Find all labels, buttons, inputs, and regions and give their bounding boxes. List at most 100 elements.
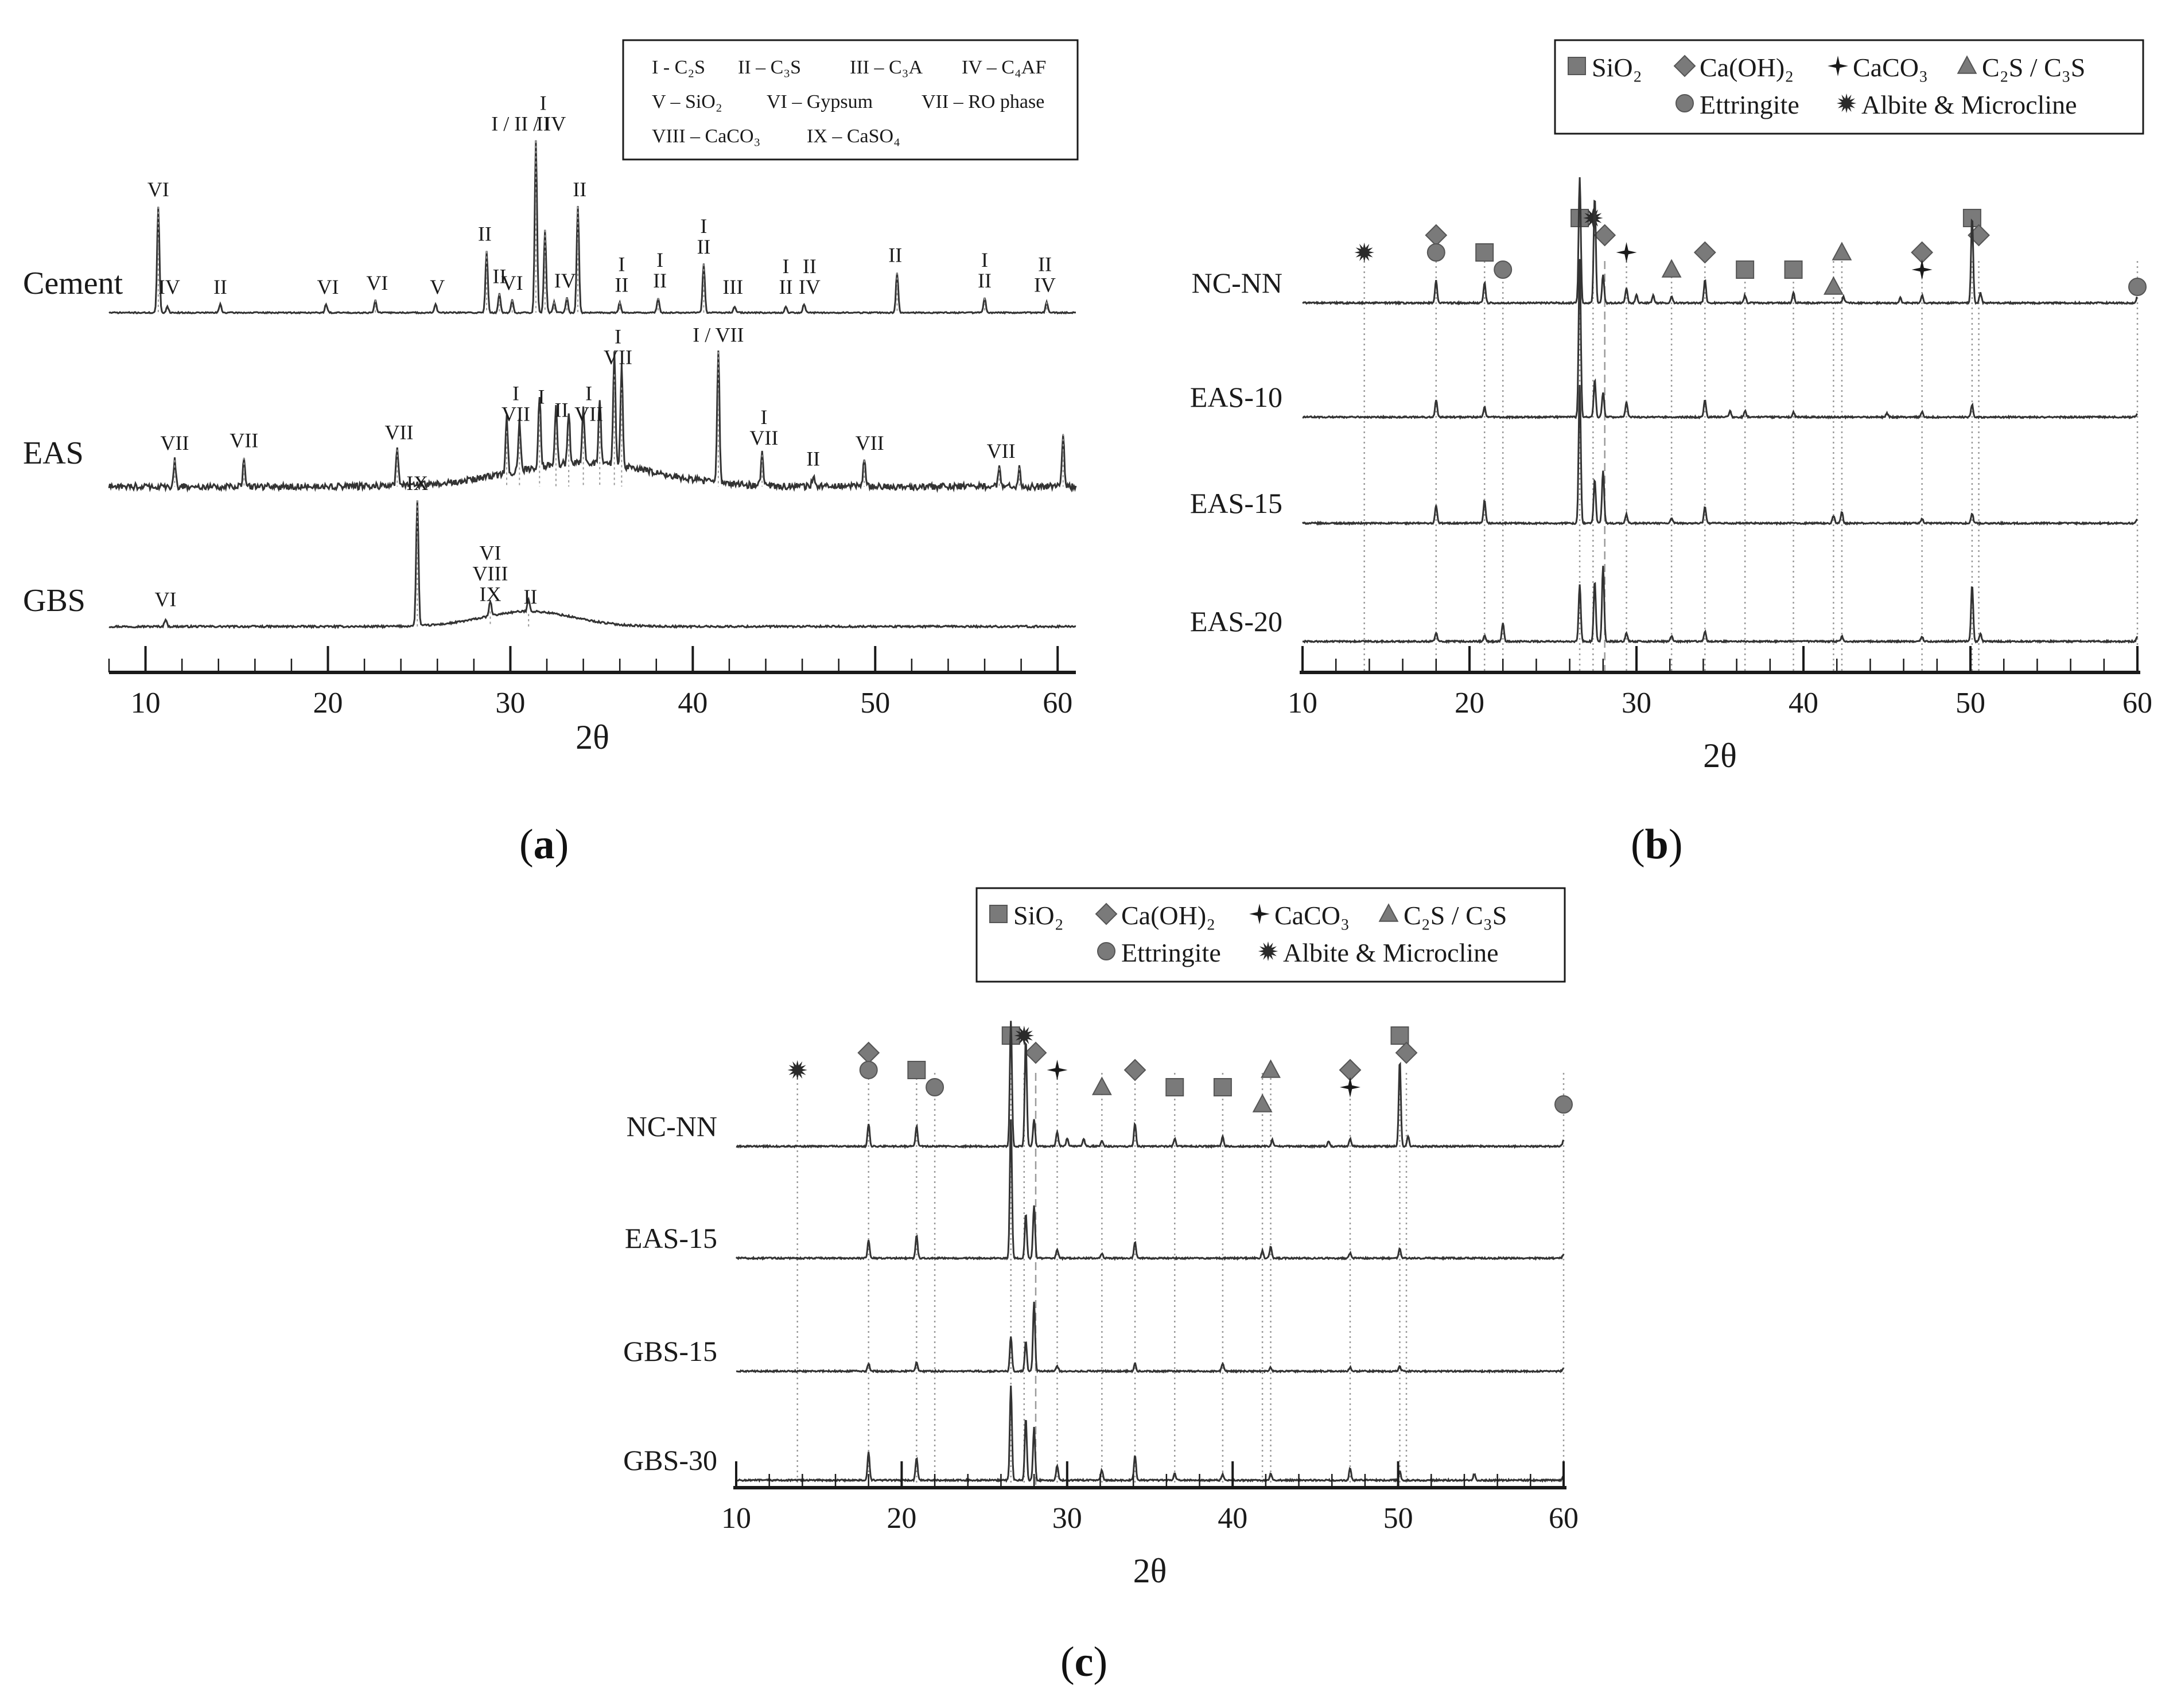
panel-c-legend-square-label: SiO₂ [1013, 901, 1064, 930]
panel-a-legend-entry: II – C₃S [738, 57, 801, 78]
marker-square-icon [1213, 1078, 1232, 1096]
peak-label: IV [554, 269, 576, 292]
panel-b-legend-star-label: Albite & Microcline [1861, 90, 2077, 119]
marker-square-icon [1165, 1078, 1184, 1096]
marker-square-icon [1475, 243, 1494, 262]
marker-square-icon [989, 905, 1008, 923]
panel-c-label: (c) [1060, 1639, 1108, 1686]
peak-label: II [492, 265, 506, 288]
marker-triangle-icon [1823, 276, 1844, 295]
marker-diamond-icon [1024, 1041, 1047, 1064]
peak-label: II [803, 255, 817, 278]
marker-triangle-icon [1957, 55, 1977, 74]
marker-cross-icon [1339, 1077, 1360, 1098]
panel-c-series-label-eas-15: EAS-15 [625, 1222, 717, 1254]
panel-c-legend-diamond-label: Ca(OH)₂ [1121, 901, 1215, 930]
panel-a-legend-box [622, 39, 1079, 161]
panel-c-legend-star-label: Albite & Microcline [1283, 938, 1499, 967]
marker-diamond-icon [1395, 1041, 1418, 1064]
peak-label: I [512, 382, 519, 404]
peak-label: II [653, 269, 667, 292]
peak-label: II [806, 448, 820, 470]
panel-b-tick-label-10: 10 [1288, 687, 1317, 719]
marker-cross-icon [1616, 242, 1637, 263]
xrd-trace-eas [108, 350, 1077, 493]
marker-cross-icon [1911, 259, 1933, 280]
marker-square-icon [907, 1061, 926, 1079]
marker-triangle-icon [1091, 1076, 1112, 1095]
peak-label: II [779, 275, 793, 298]
marker-diamond-icon [1124, 1059, 1146, 1081]
marker-triangle-icon [1661, 259, 1682, 278]
marker-star-icon [787, 1060, 807, 1080]
peak-label: VII [574, 402, 603, 425]
panel-a-label: (a) [519, 821, 569, 868]
series-label-eas: EAS [23, 435, 84, 471]
panel-b-series-label-nc-nn: NC-NN [1192, 267, 1282, 299]
panel-c-tick-label-60: 60 [1549, 1502, 1579, 1535]
peak-label: IV [158, 275, 180, 298]
peak-label: I [540, 91, 547, 114]
peak-label: I [700, 215, 707, 238]
marker-star-icon [1836, 93, 1857, 114]
marker-cross-icon [1249, 904, 1270, 924]
peak-label: II [523, 585, 537, 608]
marker-square-icon [1390, 1026, 1409, 1045]
panel-c-series-label-gbs-30: GBS-30 [623, 1444, 717, 1476]
marker-triangle-icon [1378, 903, 1399, 922]
panel-a-tick-label-40: 40 [678, 687, 707, 719]
peak-label: IX [479, 583, 501, 606]
peak-label: I [656, 248, 663, 271]
xrd-trace-cement [108, 140, 1076, 315]
peak-label: I [760, 406, 767, 429]
marker-square-icon [1784, 260, 1803, 279]
peak-label: I [783, 255, 790, 278]
panel-b-legend-triangle-label: C₂S / C₃S [1982, 53, 2085, 82]
panel-a-legend-entry: VI – Gypsum [767, 91, 873, 112]
peak-label: VII [385, 421, 414, 444]
panel-c-tick-label-40: 40 [1218, 1502, 1247, 1535]
peak-label: II [888, 244, 902, 267]
panel-c-trace-gbs-15 [736, 1301, 1565, 1374]
marker-circle-icon [859, 1061, 878, 1079]
peak-label: VII [856, 431, 884, 454]
peak-label: VI [479, 542, 501, 565]
panel-a-legend-entry: V – SiO₂ [652, 91, 722, 112]
panel-a-x-axis-title: 2θ [576, 718, 609, 756]
panel-b-legend-diamond-label: Ca(OH)₂ [1700, 53, 1794, 82]
marker-square-icon [1736, 260, 1755, 279]
peak-label: II [573, 178, 586, 201]
peak-label: VII [604, 346, 632, 369]
panel-a-legend-entry: III – C₃A [850, 57, 923, 78]
peak-label: VII [230, 429, 258, 452]
peak-label: II [978, 269, 992, 292]
marker-triangle-icon [1832, 242, 1852, 260]
peak-label: I / VII [693, 323, 744, 346]
panel-c-legend-circle-label: Ettringite [1121, 938, 1221, 967]
panel-a-tick-label-20: 20 [313, 687, 343, 719]
panel-c-tick-label-30: 30 [1052, 1502, 1082, 1535]
marker-circle-icon [1494, 260, 1513, 279]
panel-a-legend-entry: IV – C₄AF [962, 57, 1046, 78]
panel-c-tick-label-10: 10 [721, 1502, 751, 1535]
panel-a-tick-label-10: 10 [131, 687, 161, 719]
peak-label: II [537, 112, 550, 135]
panel-b: NC-NN EAS-10 EAS-15 EAS-20 10 20 30 40 50 60 2θ SiO… [1190, 39, 2152, 775]
panel-c-legend-cross-label: CaCO₃ [1274, 901, 1350, 930]
panel-b-x-axis-title: 2θ [1703, 737, 1737, 775]
peak-label: VII [502, 402, 530, 425]
peak-label: II [478, 223, 492, 246]
panel-b-tick-label-20: 20 [1455, 687, 1484, 719]
marker-circle-icon [2128, 278, 2147, 296]
panel-b-series-label-eas-15: EAS-15 [1190, 487, 1282, 519]
peak-label: II [213, 275, 227, 298]
peak-label: IV [1034, 274, 1056, 297]
panel-b-legend-square-label: SiO₂ [1592, 53, 1642, 82]
peak-label: VI [502, 271, 523, 294]
panel-c-tick-label-20: 20 [887, 1502, 916, 1535]
peak-label: III [722, 275, 743, 298]
panel-b-label: (b) [1631, 821, 1683, 868]
